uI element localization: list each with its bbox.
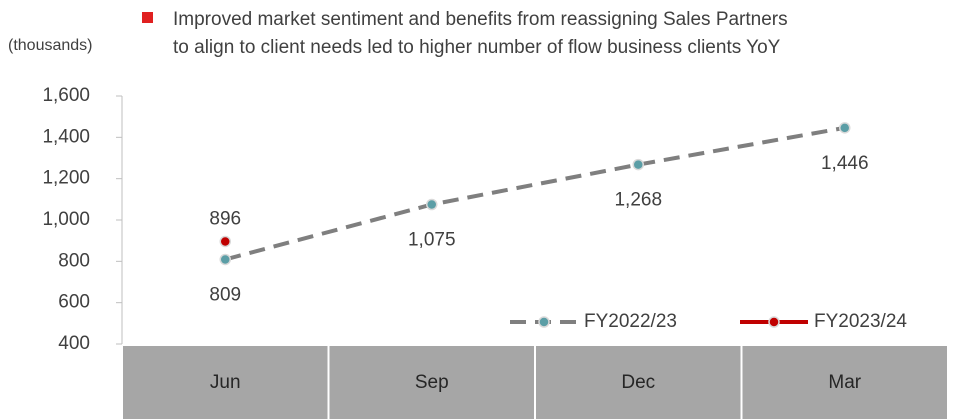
y-tick-label: 600 [58,292,90,313]
y-tick-label: 400 [58,333,90,354]
category-box [329,346,534,419]
data-label: 809 [209,284,241,305]
bullet [142,12,153,23]
marker [426,198,438,211]
category-box [123,346,328,419]
category-box [536,346,741,419]
legend-label: FY2022/23 [584,311,677,332]
marker [219,235,231,248]
legend-marker [538,316,550,328]
y-tick-label: 1,400 [42,126,90,147]
marker [219,253,231,266]
y-tick-label: 1,200 [42,168,90,189]
legend-marker [768,316,780,328]
annotation: Improved market sentiment and benefits f… [173,9,788,30]
y-tick-label: 1,600 [42,85,90,106]
data-label: 1,075 [408,230,456,251]
data-label: 1,446 [821,153,869,174]
legend-label: FY2023/24 [814,311,907,332]
y-axis-label: (thousands) [8,37,93,54]
marker [839,122,851,134]
x-tick-label: Jun [210,372,241,393]
data-label: 896 [209,209,241,230]
x-tick-label: Mar [828,372,861,393]
category-box [742,346,947,419]
marker [632,158,644,171]
series-line [224,125,846,262]
y-tick-label: 800 [58,250,90,271]
y-tick-label: 1,000 [42,209,90,230]
data-label: 1,268 [614,190,662,211]
annotation: to align to client needs led to higher n… [173,37,781,58]
x-tick-label: Sep [415,372,449,393]
x-tick-label: Dec [621,372,655,393]
